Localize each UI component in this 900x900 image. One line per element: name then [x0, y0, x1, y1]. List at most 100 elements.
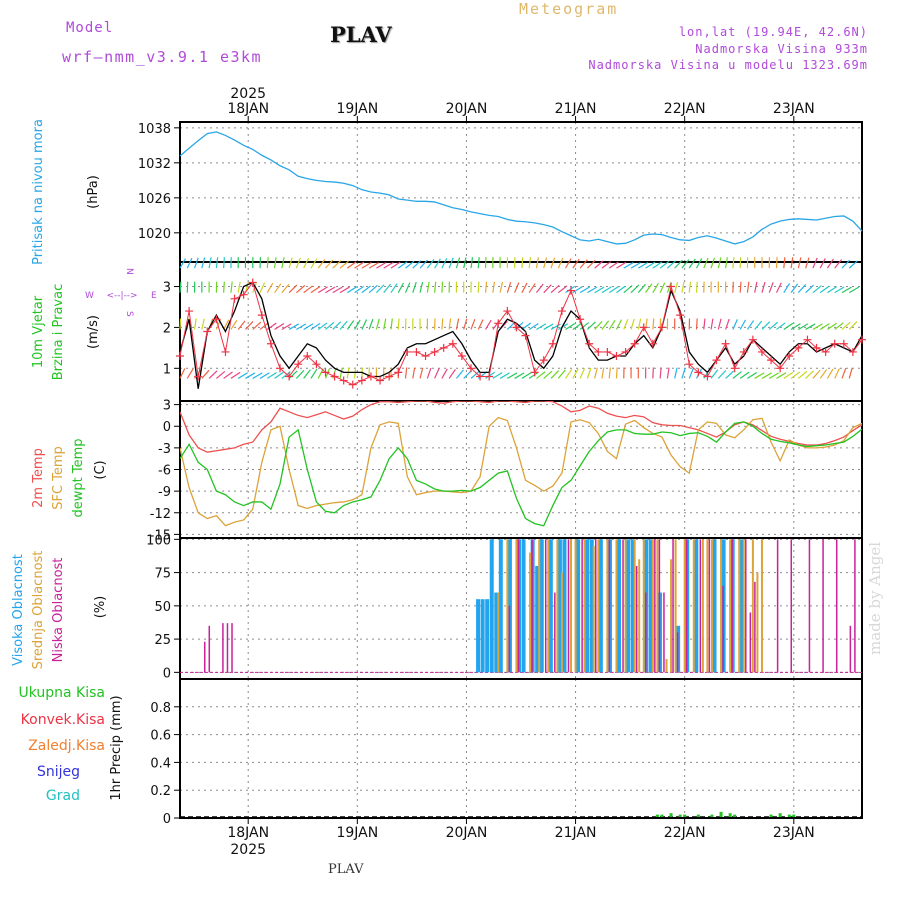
cloud-low-bar	[708, 539, 711, 673]
cloud-low-bar	[567, 539, 570, 673]
wind-arrow	[310, 286, 321, 294]
wind-direction-marker	[421, 352, 430, 361]
y-tick-label: 50	[154, 600, 171, 615]
wind-arrow	[805, 257, 810, 269]
wind-arrow	[848, 321, 858, 330]
wind-direction-marker	[294, 360, 303, 369]
wind-direction-marker	[448, 339, 457, 348]
wind-arrow	[630, 318, 635, 330]
wind-arrow	[514, 372, 525, 379]
wind-arrow	[368, 262, 379, 269]
wind-direction-marker	[257, 311, 266, 320]
precip-bar	[710, 814, 714, 817]
wind-arrow	[259, 282, 266, 293]
cloud-high-bar	[630, 539, 635, 673]
wind-direction-marker	[221, 347, 230, 356]
wind-title-line2: Brzina i Pravac	[51, 284, 66, 381]
compass-arrow: <--|-->	[106, 291, 137, 301]
x-year-label-bottom: 2025	[230, 842, 266, 858]
wind-arrow	[557, 257, 564, 269]
wind-arrow	[201, 369, 210, 379]
wind-arrow	[288, 323, 299, 330]
cloud-low-bar	[835, 539, 838, 673]
wind-arrow	[448, 318, 452, 330]
station-title: PLAV	[330, 22, 392, 47]
wind-direction-marker	[858, 335, 866, 344]
wind-arrow	[616, 261, 627, 269]
wind-arrow	[841, 321, 851, 330]
wind-arrow	[521, 372, 532, 379]
cloud-high-bar	[694, 539, 699, 673]
wind-arrow	[325, 321, 335, 330]
cloud-low-bar	[203, 641, 206, 673]
wind-arrow	[703, 318, 706, 330]
wind-arrow	[608, 286, 619, 294]
wind-direction-marker	[557, 307, 566, 316]
cloud-mid-bar	[665, 659, 668, 673]
wind-direction-marker	[785, 352, 794, 361]
wind-arrow	[790, 283, 799, 294]
wind-arrow	[652, 261, 663, 269]
wind-arrow	[543, 370, 553, 379]
y-tick-label: 0.2	[150, 784, 171, 799]
wind-arrow	[572, 286, 583, 294]
y-tick-label: 1026	[138, 192, 171, 207]
wind-arrow	[674, 367, 678, 379]
cloud-low-bar	[854, 539, 856, 673]
cloud-mid-bar	[606, 539, 609, 673]
wind-arrow	[477, 257, 480, 269]
wind-arrow	[397, 318, 400, 330]
wind-arrow	[463, 370, 472, 379]
wind-arrow	[463, 257, 467, 269]
wind-arrow	[783, 322, 794, 330]
cloud-mid-bar	[638, 559, 641, 673]
wind-arrow	[208, 370, 218, 379]
wind-arrow	[317, 258, 326, 269]
wind-direction-marker	[648, 339, 657, 348]
wind-arrow	[237, 320, 246, 330]
wind-arrow	[390, 283, 398, 293]
wind-arrow	[455, 369, 464, 379]
wind-direction-marker	[430, 347, 439, 356]
cloud-mid-bar	[497, 592, 500, 673]
cloud-low-bar	[222, 623, 224, 673]
wind-arrow	[295, 257, 301, 269]
wind-arrow	[426, 258, 435, 269]
precip-bar	[678, 814, 682, 817]
model-label: Model	[66, 20, 114, 36]
cloud-low-bar	[608, 539, 611, 673]
wind-arrow	[310, 322, 321, 330]
wind-direction-marker	[767, 356, 776, 365]
cloud-low-bar	[749, 612, 752, 673]
cloud-low-bar	[554, 592, 556, 673]
wind-arrow	[245, 372, 256, 379]
wind-direction-marker	[830, 339, 839, 348]
y-tick-label: 75	[154, 567, 171, 582]
wind-arrow	[594, 286, 605, 294]
cloud-mid-bar	[738, 539, 741, 673]
precip-bar	[719, 811, 723, 817]
wind-arrow	[790, 371, 801, 379]
x-tick-label-top: 21JAN	[555, 101, 597, 117]
wind-direction-marker	[757, 347, 766, 356]
precip-bar	[769, 814, 773, 817]
wind-arrow	[615, 367, 618, 379]
y-tick-label: 100	[146, 533, 171, 548]
cloud-high-bar	[498, 539, 503, 673]
cloud-mid-bar	[710, 539, 713, 673]
wind-direction-marker	[539, 356, 548, 365]
wind-direction-line	[179, 281, 863, 386]
wind-arrow	[739, 319, 747, 330]
wind-arrow	[616, 285, 626, 294]
wind-direction-marker	[848, 347, 857, 356]
cloud-low-bar	[622, 539, 624, 673]
wind-arrow	[637, 262, 649, 269]
wind-direction-marker	[330, 372, 339, 381]
wind-arrow	[383, 283, 392, 294]
x-tick-label-bottom: 21JAN	[555, 825, 597, 841]
wind-arrow	[499, 281, 504, 293]
wind-arrow	[790, 257, 794, 269]
cloud-mid-bar	[742, 539, 745, 673]
cloud-low-bar	[849, 625, 852, 673]
wind-arrow	[550, 323, 561, 330]
